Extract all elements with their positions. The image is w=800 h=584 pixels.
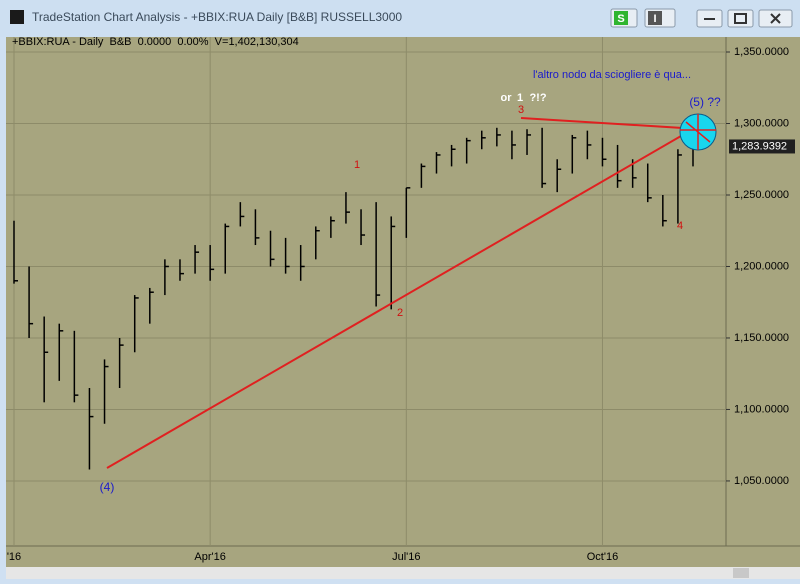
last-price-label: 1,283.9392 [732, 140, 787, 152]
window-title: TradeStation Chart Analysis - +BBIX:RUA … [32, 10, 402, 24]
x-tick-label: '16 [7, 551, 21, 563]
y-tick-label: 1,100.0000 [734, 403, 789, 415]
x-tick-label: Oct'16 [587, 551, 618, 563]
y-tick-label: 1,300.0000 [734, 117, 789, 129]
chart-subtitle: +BBIX:RUA - Daily B&B 0.0000 0.00% V=1,4… [12, 36, 299, 48]
y-tick-label: 1,050.0000 [734, 475, 789, 487]
x-tick-label: Jul'16 [392, 551, 420, 563]
y-tick-label: 1,250.0000 [734, 189, 789, 201]
maximize-button[interactable] [727, 9, 754, 28]
close-glyph [770, 13, 781, 24]
chart-background [6, 37, 800, 567]
plot: 1,050.0000 1,100.0000 1,150.0000 1,200.0000… [6, 37, 795, 563]
last-price-box [729, 139, 795, 154]
wave-label: 1 [354, 159, 360, 171]
app-icon [10, 10, 24, 24]
y-tick-label: 1,150.0000 [734, 332, 789, 344]
scroll-thumb[interactable] [733, 568, 749, 578]
x-tick-label: Apr'16 [194, 551, 225, 563]
y-tick-label: 1,350.0000 [734, 46, 789, 58]
strategy-icon [614, 11, 628, 25]
annotation-text: ?!? [529, 92, 546, 104]
indicator-icon [648, 11, 662, 25]
annotation-text: or [501, 92, 513, 104]
scrollbar[interactable] [6, 567, 800, 579]
wave-label: (4) [100, 480, 115, 494]
annotation-text: 1 [517, 92, 523, 104]
strategy-label: S [617, 13, 624, 25]
indicator-label: I [653, 13, 656, 25]
wave-label: 2 [397, 307, 403, 319]
wave-label: 4 [677, 220, 683, 232]
annotation-note: l'altro nodo da sciogliere è qua... [533, 69, 691, 81]
trendline [106, 124, 701, 469]
wave-label: (5) ?? [689, 95, 721, 109]
wave-label: 3 [518, 104, 524, 116]
maximize-glyph [734, 13, 747, 24]
circle-cross [680, 114, 716, 150]
y-tick-label: 1,200.0000 [734, 260, 789, 272]
